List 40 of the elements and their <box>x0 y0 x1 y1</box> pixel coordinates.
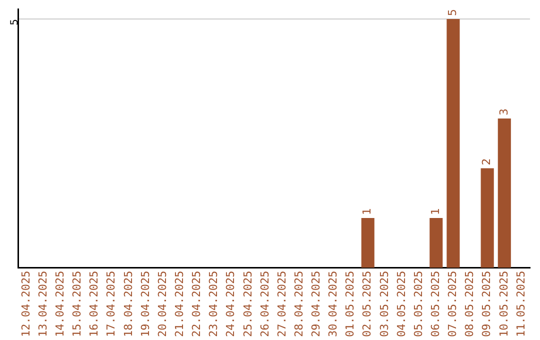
x-tick-label: 28.04.2025 <box>292 270 306 338</box>
x-tick-label: 05.05.2025 <box>412 270 425 338</box>
x-tick-label: 30.04.2025 <box>326 270 340 338</box>
x-tick-label: 20.04.2025 <box>156 270 169 338</box>
bar <box>446 18 460 268</box>
x-tick-label: 01.05.2025 <box>344 270 357 338</box>
x-tick-label: 15.04.2025 <box>70 270 84 338</box>
data-label: 2 <box>480 158 494 166</box>
x-tick-label: 18.04.2025 <box>122 270 135 338</box>
x-tick-label: 16.04.2025 <box>88 270 101 338</box>
bar <box>498 118 511 268</box>
x-tick-label: 29.04.2025 <box>310 270 323 338</box>
x-tick-label: 09.05.2025 <box>480 270 494 338</box>
x-tick-label: 23.04.2025 <box>207 270 220 338</box>
x-tick-label: 24.04.2025 <box>224 270 238 338</box>
bar <box>430 218 443 268</box>
x-tick-label: 04.05.2025 <box>394 270 408 338</box>
x-tick-label: 21.04.2025 <box>172 270 186 338</box>
x-tick-label: 10.05.2025 <box>497 270 510 338</box>
x-tick-label: 26.04.2025 <box>258 270 272 338</box>
x-tick-label: 25.04.2025 <box>241 270 254 338</box>
x-tick-label: 22.04.2025 <box>190 270 204 338</box>
x-tick-label: 08.05.2025 <box>463 270 476 338</box>
x-tick-label: 14.04.2025 <box>54 270 67 338</box>
bar <box>361 218 374 268</box>
x-tick-label: 07.05.2025 <box>446 270 460 338</box>
x-tick-label: 02.05.2025 <box>360 270 374 338</box>
data-label: 1 <box>428 208 442 216</box>
x-tick-label: 03.05.2025 <box>378 270 391 338</box>
data-label: 3 <box>497 108 510 116</box>
x-tick-label: 11.05.2025 <box>514 270 528 338</box>
x-tick-label: 12.04.2025 <box>19 270 32 338</box>
x-tick-label: 17.04.2025 <box>104 270 118 338</box>
bar <box>480 168 494 268</box>
x-tick-label: 13.04.2025 <box>36 270 50 338</box>
data-label: 1 <box>360 208 374 216</box>
x-tick-label: 06.05.2025 <box>428 270 442 338</box>
x-tick-label: 19.04.2025 <box>138 270 152 338</box>
data-label: 5 <box>446 8 460 16</box>
x-tick-label: 27.04.2025 <box>275 270 288 338</box>
